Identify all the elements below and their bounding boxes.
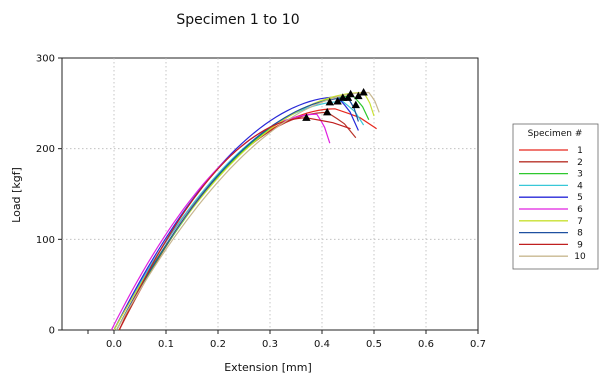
legend-entry-6: 6 (577, 205, 583, 215)
y-tick-label: 200 (36, 144, 55, 155)
x-tick-label: 0.4 (314, 339, 330, 350)
failure-marker (323, 107, 332, 116)
x-axis-label: Extension [mm] (224, 361, 312, 374)
legend-entry-5: 5 (577, 193, 583, 203)
legend-entry-1: 1 (577, 146, 583, 156)
axis-ticks: 0.0 0.1 0.2 0.3 0.4 0.5 0.6 0.7 0 100 200 300 (36, 54, 486, 351)
failure-marker (351, 100, 360, 109)
x-tick-label: 0.1 (158, 339, 174, 350)
failure-marker (325, 97, 334, 106)
series-line-5 (113, 96, 359, 331)
legend-entry-4: 4 (577, 181, 583, 191)
y-tick-label: 100 (36, 235, 55, 246)
legend-entry-7: 7 (577, 217, 583, 227)
legend-box (512, 123, 599, 270)
x-tick-label: 0.5 (366, 339, 382, 350)
failure-marker (354, 91, 363, 100)
x-tick-label: 0.0 (106, 339, 122, 350)
legend-title: Specimen # (528, 129, 583, 139)
x-tick-label: 0.3 (262, 339, 278, 350)
grid-lines (62, 58, 478, 330)
legend-entry-9: 9 (577, 240, 583, 250)
failure-marker (333, 97, 342, 105)
y-axis-label: Load [kgf] (10, 167, 23, 223)
legend-entry-2: 2 (577, 158, 583, 168)
legend-entry-10: 10 (574, 252, 586, 262)
x-tick-label: 0.7 (470, 339, 486, 350)
x-tick-label: 0.2 (210, 339, 226, 350)
failure-marker (302, 113, 311, 121)
legend-entry-8: 8 (577, 229, 583, 239)
legend-entry-3: 3 (577, 170, 583, 180)
failure-markers (302, 87, 368, 121)
chart-title: Specimen 1 to 10 (176, 12, 299, 28)
failure-marker (346, 89, 355, 98)
legend: Specimen # 1 2 34 5 6 7 89 10 (512, 123, 599, 270)
x-tick-label: 0.6 (418, 339, 434, 350)
y-tick-label: 0 (49, 326, 55, 337)
failure-marker (359, 87, 368, 96)
y-tick-label: 300 (36, 54, 55, 65)
